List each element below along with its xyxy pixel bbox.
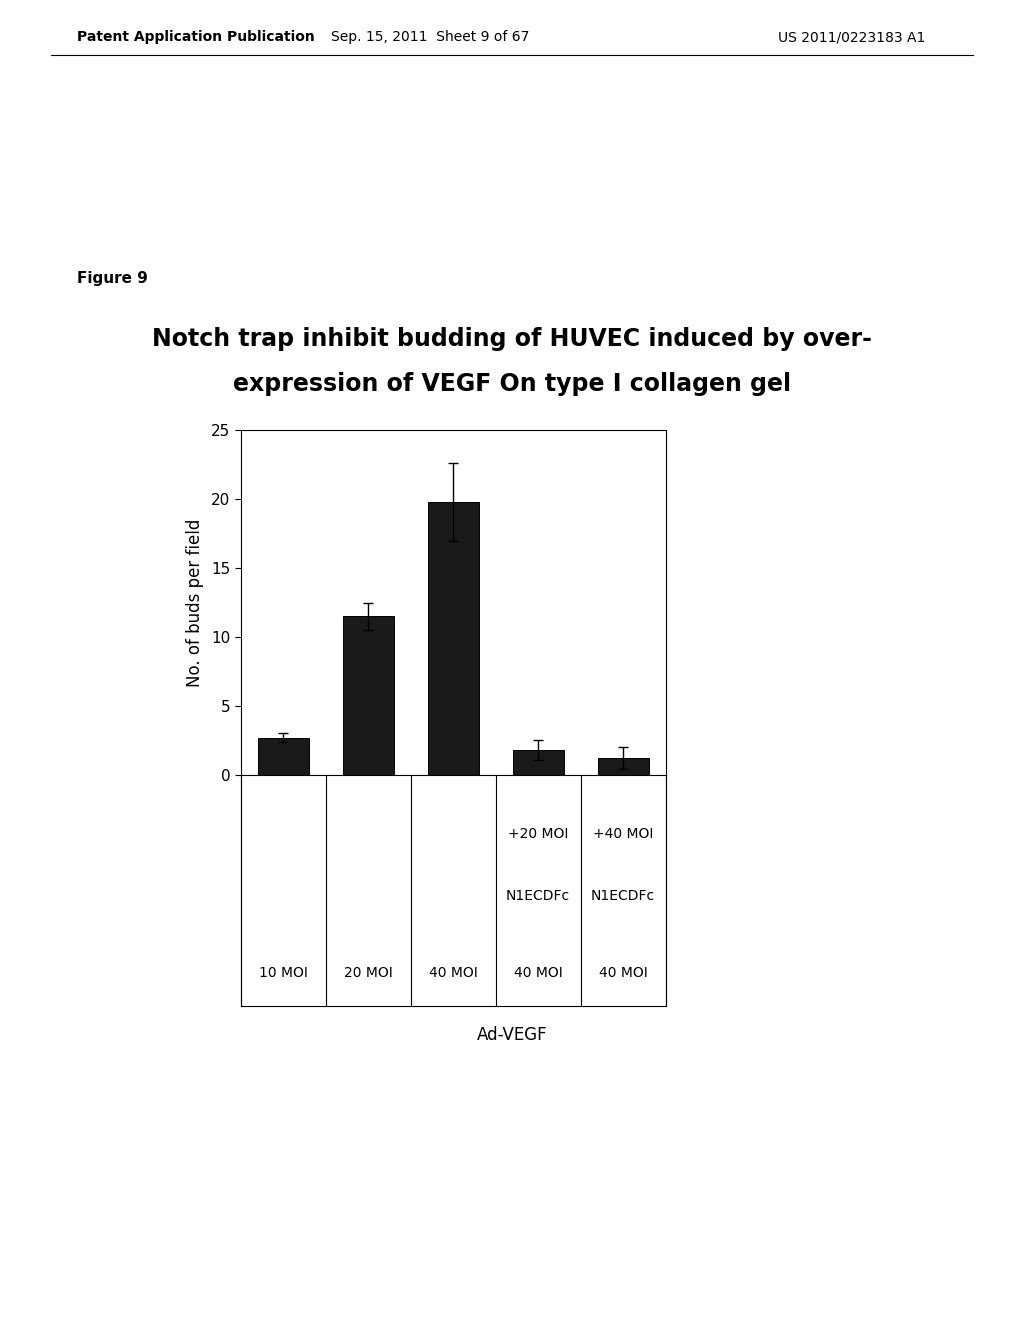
Text: Figure 9: Figure 9 [77, 271, 147, 285]
Text: N1ECDFc: N1ECDFc [506, 890, 570, 903]
Text: 10 MOI: 10 MOI [259, 966, 307, 979]
Text: 20 MOI: 20 MOI [344, 966, 392, 979]
Bar [258, 738, 308, 775]
Bar [343, 616, 393, 775]
Text: 40 MOI: 40 MOI [514, 966, 562, 979]
Text: N1ECDFc: N1ECDFc [591, 890, 655, 903]
Text: 40 MOI: 40 MOI [599, 966, 647, 979]
Text: expression of VEGF On type I collagen gel: expression of VEGF On type I collagen ge… [232, 372, 792, 396]
Bar [513, 750, 563, 775]
Text: 40 MOI: 40 MOI [429, 966, 477, 979]
Text: +20 MOI: +20 MOI [508, 828, 568, 841]
Text: +40 MOI: +40 MOI [593, 828, 653, 841]
Text: Patent Application Publication: Patent Application Publication [77, 30, 314, 45]
Bar [428, 502, 478, 775]
Bar [598, 758, 648, 775]
Text: Notch trap inhibit budding of HUVEC induced by over-: Notch trap inhibit budding of HUVEC indu… [152, 327, 872, 351]
Text: Ad-VEGF: Ad-VEGF [477, 1026, 547, 1044]
Text: Sep. 15, 2011  Sheet 9 of 67: Sep. 15, 2011 Sheet 9 of 67 [331, 30, 529, 45]
Text: US 2011/0223183 A1: US 2011/0223183 A1 [778, 30, 926, 45]
Y-axis label: No. of buds per field: No. of buds per field [186, 519, 204, 686]
